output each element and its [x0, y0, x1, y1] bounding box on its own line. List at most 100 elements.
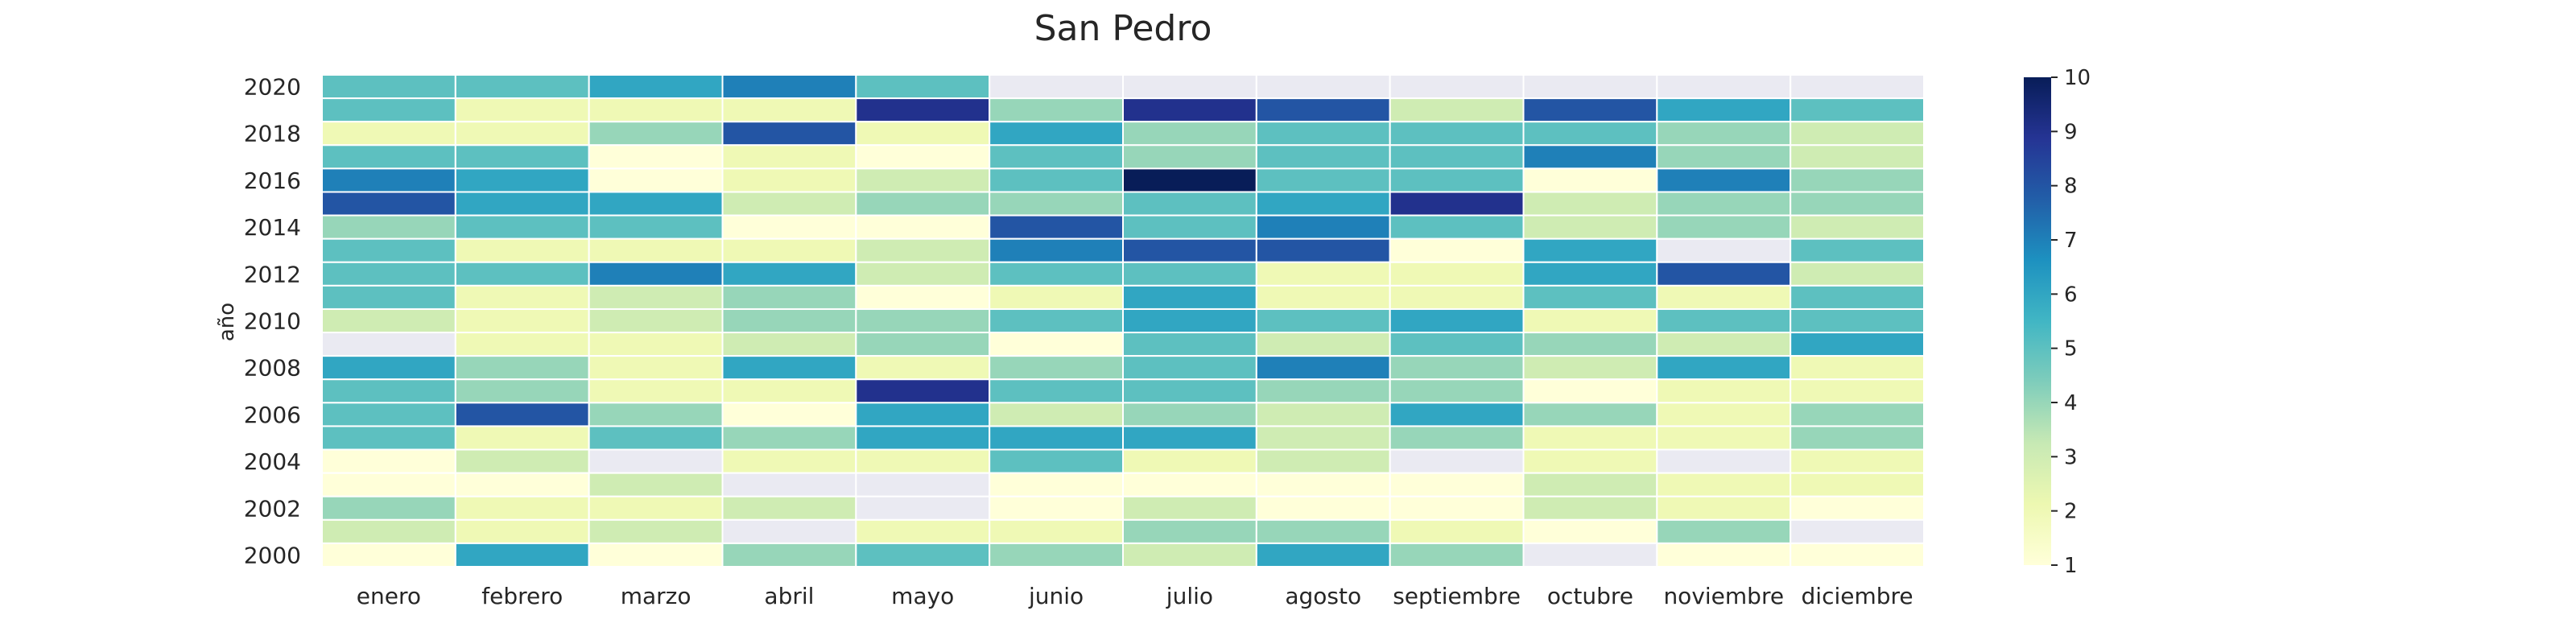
heatmap-cell: [1790, 167, 1925, 193]
x-tick-label: septiembre: [1393, 583, 1521, 609]
x-tick-label: febrero: [481, 583, 563, 609]
heatmap-cell: [1122, 378, 1257, 404]
heatmap-cell: [1790, 518, 1925, 544]
heatmap-cell: [721, 261, 857, 287]
heatmap-cell: [1389, 144, 1525, 170]
heatmap-cell: [1656, 74, 1792, 100]
heatmap-cell: [1122, 425, 1257, 451]
heatmap-cell: [321, 355, 456, 381]
heatmap-cell: [321, 518, 456, 544]
heatmap-cell: [321, 144, 456, 170]
heatmap-cell: [989, 167, 1125, 193]
colorbar-tick-label: 4: [2064, 391, 2078, 415]
y-tick-label: 2010: [244, 308, 301, 335]
heatmap-cell: [855, 332, 991, 357]
heatmap-cell: [321, 542, 456, 568]
heatmap-cell: [1122, 121, 1257, 147]
heatmap-cell: [855, 97, 991, 123]
heatmap-cell: [1255, 167, 1391, 193]
heatmap-cell: [588, 472, 724, 497]
heatmap-cell: [721, 518, 857, 544]
heatmap-cell: [1790, 378, 1925, 404]
heatmap-cell: [588, 191, 724, 217]
heatmap-cell: [721, 74, 857, 100]
heatmap-cell: [989, 542, 1125, 568]
heatmap-cell: [1656, 518, 1792, 544]
heatmap-cell: [1255, 97, 1391, 123]
heatmap-cell: [454, 237, 590, 263]
heatmap-cell: [1522, 97, 1658, 123]
heatmap-cell: [1389, 448, 1525, 474]
heatmap-cell: [1656, 425, 1792, 451]
heatmap-cell: [1255, 378, 1391, 404]
colorbar-tick-label: 7: [2064, 229, 2078, 253]
heatmap-cell: [855, 448, 991, 474]
heatmap-cell: [321, 167, 456, 193]
heatmap-cell: [1255, 214, 1391, 240]
heatmap-cell: [1255, 332, 1391, 357]
heatmap-cell: [1656, 97, 1792, 123]
heatmap-cell: [1522, 308, 1658, 334]
heatmap-cell: [454, 542, 590, 568]
heatmap-cell: [989, 355, 1125, 381]
heatmap-cell: [989, 261, 1125, 287]
heatmap-cell: [989, 518, 1125, 544]
heatmap-cell: [1790, 261, 1925, 287]
heatmap-cell: [1522, 355, 1658, 381]
heatmap-cell: [721, 495, 857, 521]
heatmap-cell: [454, 495, 590, 521]
heatmap-cell: [1656, 332, 1792, 357]
heatmap-cell: [321, 495, 456, 521]
y-tick-label: 2000: [244, 542, 301, 568]
y-tick-label: 2002: [244, 495, 301, 522]
x-tick-label: abril: [764, 583, 814, 609]
heatmap-cell: [588, 518, 724, 544]
heatmap-cell: [989, 425, 1125, 451]
heatmap-cell: [1522, 144, 1658, 170]
heatmap-cell: [1522, 237, 1658, 263]
heatmap-cell: [1522, 472, 1658, 497]
heatmap-cell: [1656, 261, 1792, 287]
heatmap-cell: [1389, 284, 1525, 310]
heatmap-cell: [588, 495, 724, 521]
heatmap-cell: [1389, 121, 1525, 147]
heatmap-cell: [454, 425, 590, 451]
heatmap-cell: [1790, 121, 1925, 147]
heatmap-cell: [721, 308, 857, 334]
heatmap-cell: [588, 355, 724, 381]
y-tick-labels: 2020 2018 2016 2014 2012 2010 2008 2006 2004 2002…: [244, 74, 301, 569]
colorbar-tick-label: 3: [2064, 445, 2078, 469]
heatmap-cell: [1790, 144, 1925, 170]
heatmap-cell: [454, 332, 590, 357]
x-tick-label: julio: [1166, 583, 1213, 609]
heatmap-cell: [588, 97, 724, 123]
heatmap-cell: [1255, 191, 1391, 217]
heatmap-cell: [855, 425, 991, 451]
heatmap-cell: [1522, 167, 1658, 193]
heatmap-cell: [855, 237, 991, 263]
colorbar-tick-label: 2: [2064, 500, 2078, 524]
heatmap-cell: [1522, 448, 1658, 474]
chart-title: San Pedro: [1034, 8, 1212, 49]
heatmap-cell: [855, 121, 991, 147]
heatmap-cell: [454, 284, 590, 310]
heatmap-cell: [855, 518, 991, 544]
heatmap-cell: [1522, 402, 1658, 427]
heatmap-cell: [1522, 518, 1658, 544]
heatmap-cell: [454, 355, 590, 381]
heatmap-cell: [1522, 121, 1658, 147]
heatmap-cell: [1255, 542, 1391, 568]
heatmap-cell: [989, 284, 1125, 310]
x-tick-label: diciembre: [1802, 583, 1913, 609]
heatmap-cell: [721, 237, 857, 263]
heatmap-cell: [1389, 214, 1525, 240]
heatmap-cell: [1790, 308, 1925, 334]
x-tick-label: junio: [1028, 583, 1084, 609]
heatmap-cell: [1522, 261, 1658, 287]
heatmap-cell: [989, 121, 1125, 147]
heatmap-cell: [454, 518, 590, 544]
heatmap-cell: [1656, 237, 1792, 263]
heatmap-cell: [721, 284, 857, 310]
heatmap-cell: [855, 495, 991, 521]
heatmap-cell: [855, 355, 991, 381]
